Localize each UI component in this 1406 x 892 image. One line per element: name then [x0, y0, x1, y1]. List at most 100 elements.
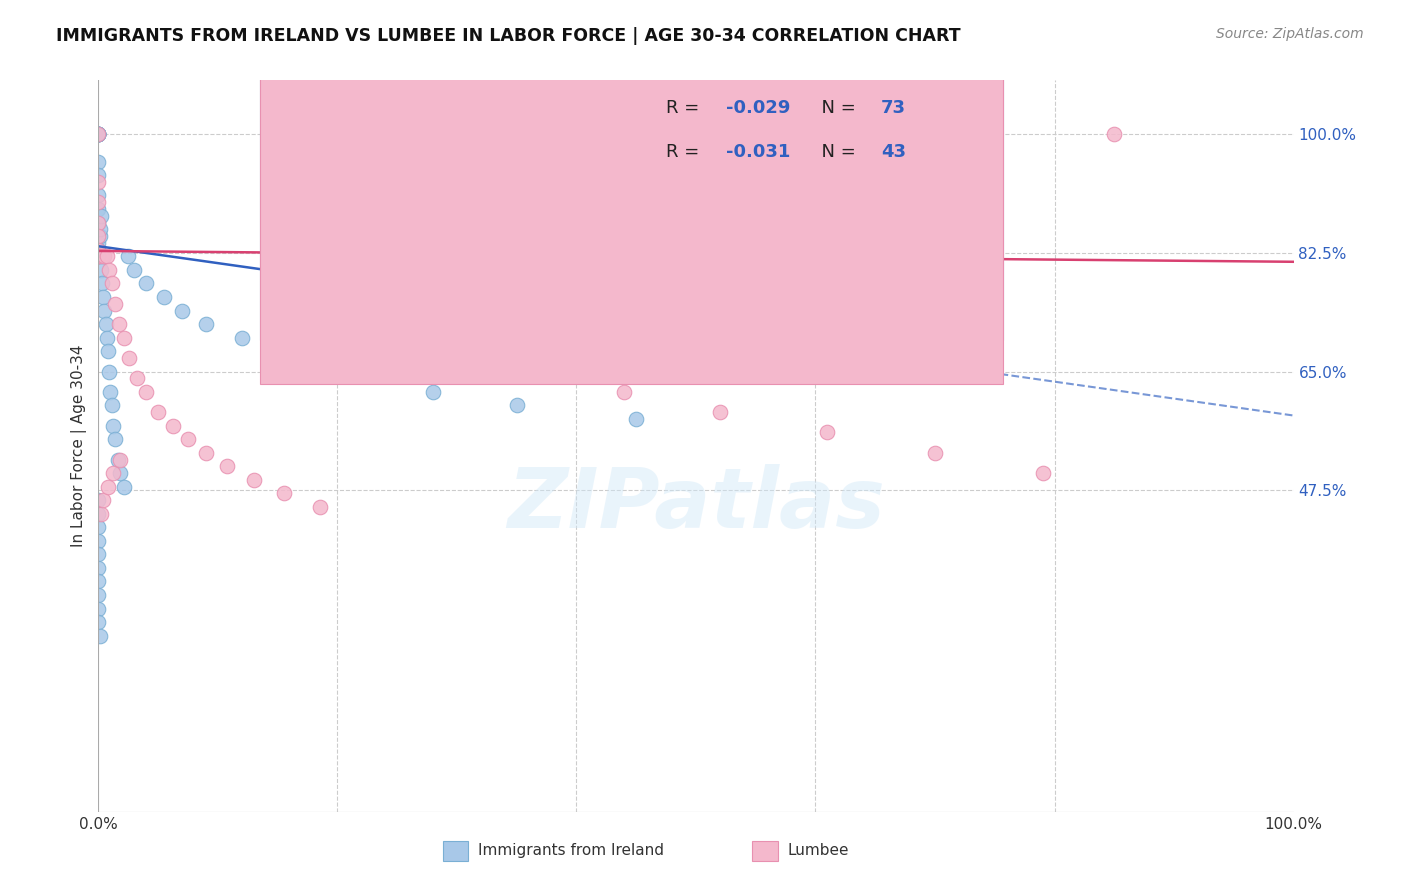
Point [87, 249, 110, 263]
Point [87, 249, 110, 263]
Point [162, 418, 184, 433]
Text: Immigrants from Ireland: Immigrants from Ireland [478, 844, 664, 858]
Point [398, 331, 420, 345]
Text: 73: 73 [882, 99, 907, 117]
Text: -0.031: -0.031 [725, 143, 790, 161]
Point [96, 331, 118, 345]
Point [97, 344, 120, 359]
Point [101, 466, 124, 480]
Point [87, 243, 110, 257]
Point [87, 202, 110, 216]
Point [1104, 128, 1126, 142]
Point [98, 384, 122, 399]
Point [148, 405, 170, 419]
Point [101, 418, 124, 433]
Point [177, 432, 200, 446]
Point [91, 493, 114, 508]
Point [87, 574, 110, 589]
Point [107, 317, 129, 331]
Point [87, 249, 110, 263]
Point [87, 128, 110, 142]
Point [96, 249, 118, 263]
Point [87, 561, 110, 575]
Point [422, 384, 444, 399]
Point [90, 249, 112, 263]
Point [91, 277, 114, 291]
Text: Lumbee: Lumbee [787, 844, 849, 858]
Point [172, 303, 194, 318]
Point [231, 331, 253, 345]
Point [87, 128, 110, 142]
Point [124, 263, 146, 277]
Point [350, 310, 373, 325]
Point [97, 480, 120, 494]
Point [90, 507, 112, 521]
Point [153, 290, 176, 304]
Text: 43: 43 [882, 143, 907, 161]
Point [87, 175, 110, 189]
Point [118, 351, 141, 365]
Point [104, 432, 127, 446]
Point [87, 229, 110, 244]
Point [91, 290, 114, 304]
Point [117, 249, 139, 263]
Point [709, 405, 731, 419]
Point [87, 215, 110, 229]
Point [458, 344, 481, 359]
Point [87, 249, 110, 263]
Point [93, 249, 115, 263]
Point [89, 249, 111, 263]
Point [87, 493, 110, 508]
FancyBboxPatch shape [595, 70, 1001, 190]
Point [108, 466, 131, 480]
FancyBboxPatch shape [260, 0, 1002, 340]
Y-axis label: In Labor Force | Age 30-34: In Labor Force | Age 30-34 [72, 344, 87, 548]
Point [90, 263, 112, 277]
Point [125, 371, 148, 385]
Point [87, 154, 110, 169]
Point [350, 364, 373, 378]
Point [89, 629, 111, 643]
Point [87, 188, 110, 202]
Point [87, 128, 110, 142]
Point [87, 547, 110, 561]
Point [87, 588, 110, 602]
Point [98, 364, 121, 378]
Point [530, 364, 553, 378]
Point [87, 128, 110, 142]
Point [87, 533, 110, 548]
Point [87, 249, 110, 263]
Point [506, 398, 529, 412]
Point [104, 297, 127, 311]
Point [87, 249, 110, 263]
Bar [752, 841, 778, 861]
Text: -0.029: -0.029 [725, 99, 790, 117]
Point [108, 452, 131, 467]
Point [87, 128, 110, 142]
Point [243, 473, 266, 487]
Point [91, 249, 114, 263]
Point [815, 425, 838, 440]
Point [87, 249, 110, 263]
Point [89, 222, 111, 236]
Point [135, 277, 157, 291]
Point [112, 331, 135, 345]
Point [87, 249, 110, 263]
Point [87, 128, 110, 142]
Point [87, 128, 110, 142]
Point [87, 520, 110, 534]
Text: ZIPatlas: ZIPatlas [508, 464, 884, 545]
Point [94, 317, 117, 331]
Text: R =: R = [666, 99, 704, 117]
Point [112, 480, 135, 494]
Point [93, 303, 115, 318]
Point [924, 446, 946, 460]
Point [87, 128, 110, 142]
FancyBboxPatch shape [260, 0, 1002, 384]
Point [87, 249, 110, 263]
Point [90, 209, 112, 223]
Point [87, 615, 110, 629]
Point [87, 243, 110, 257]
Point [100, 398, 122, 412]
Point [87, 243, 110, 257]
